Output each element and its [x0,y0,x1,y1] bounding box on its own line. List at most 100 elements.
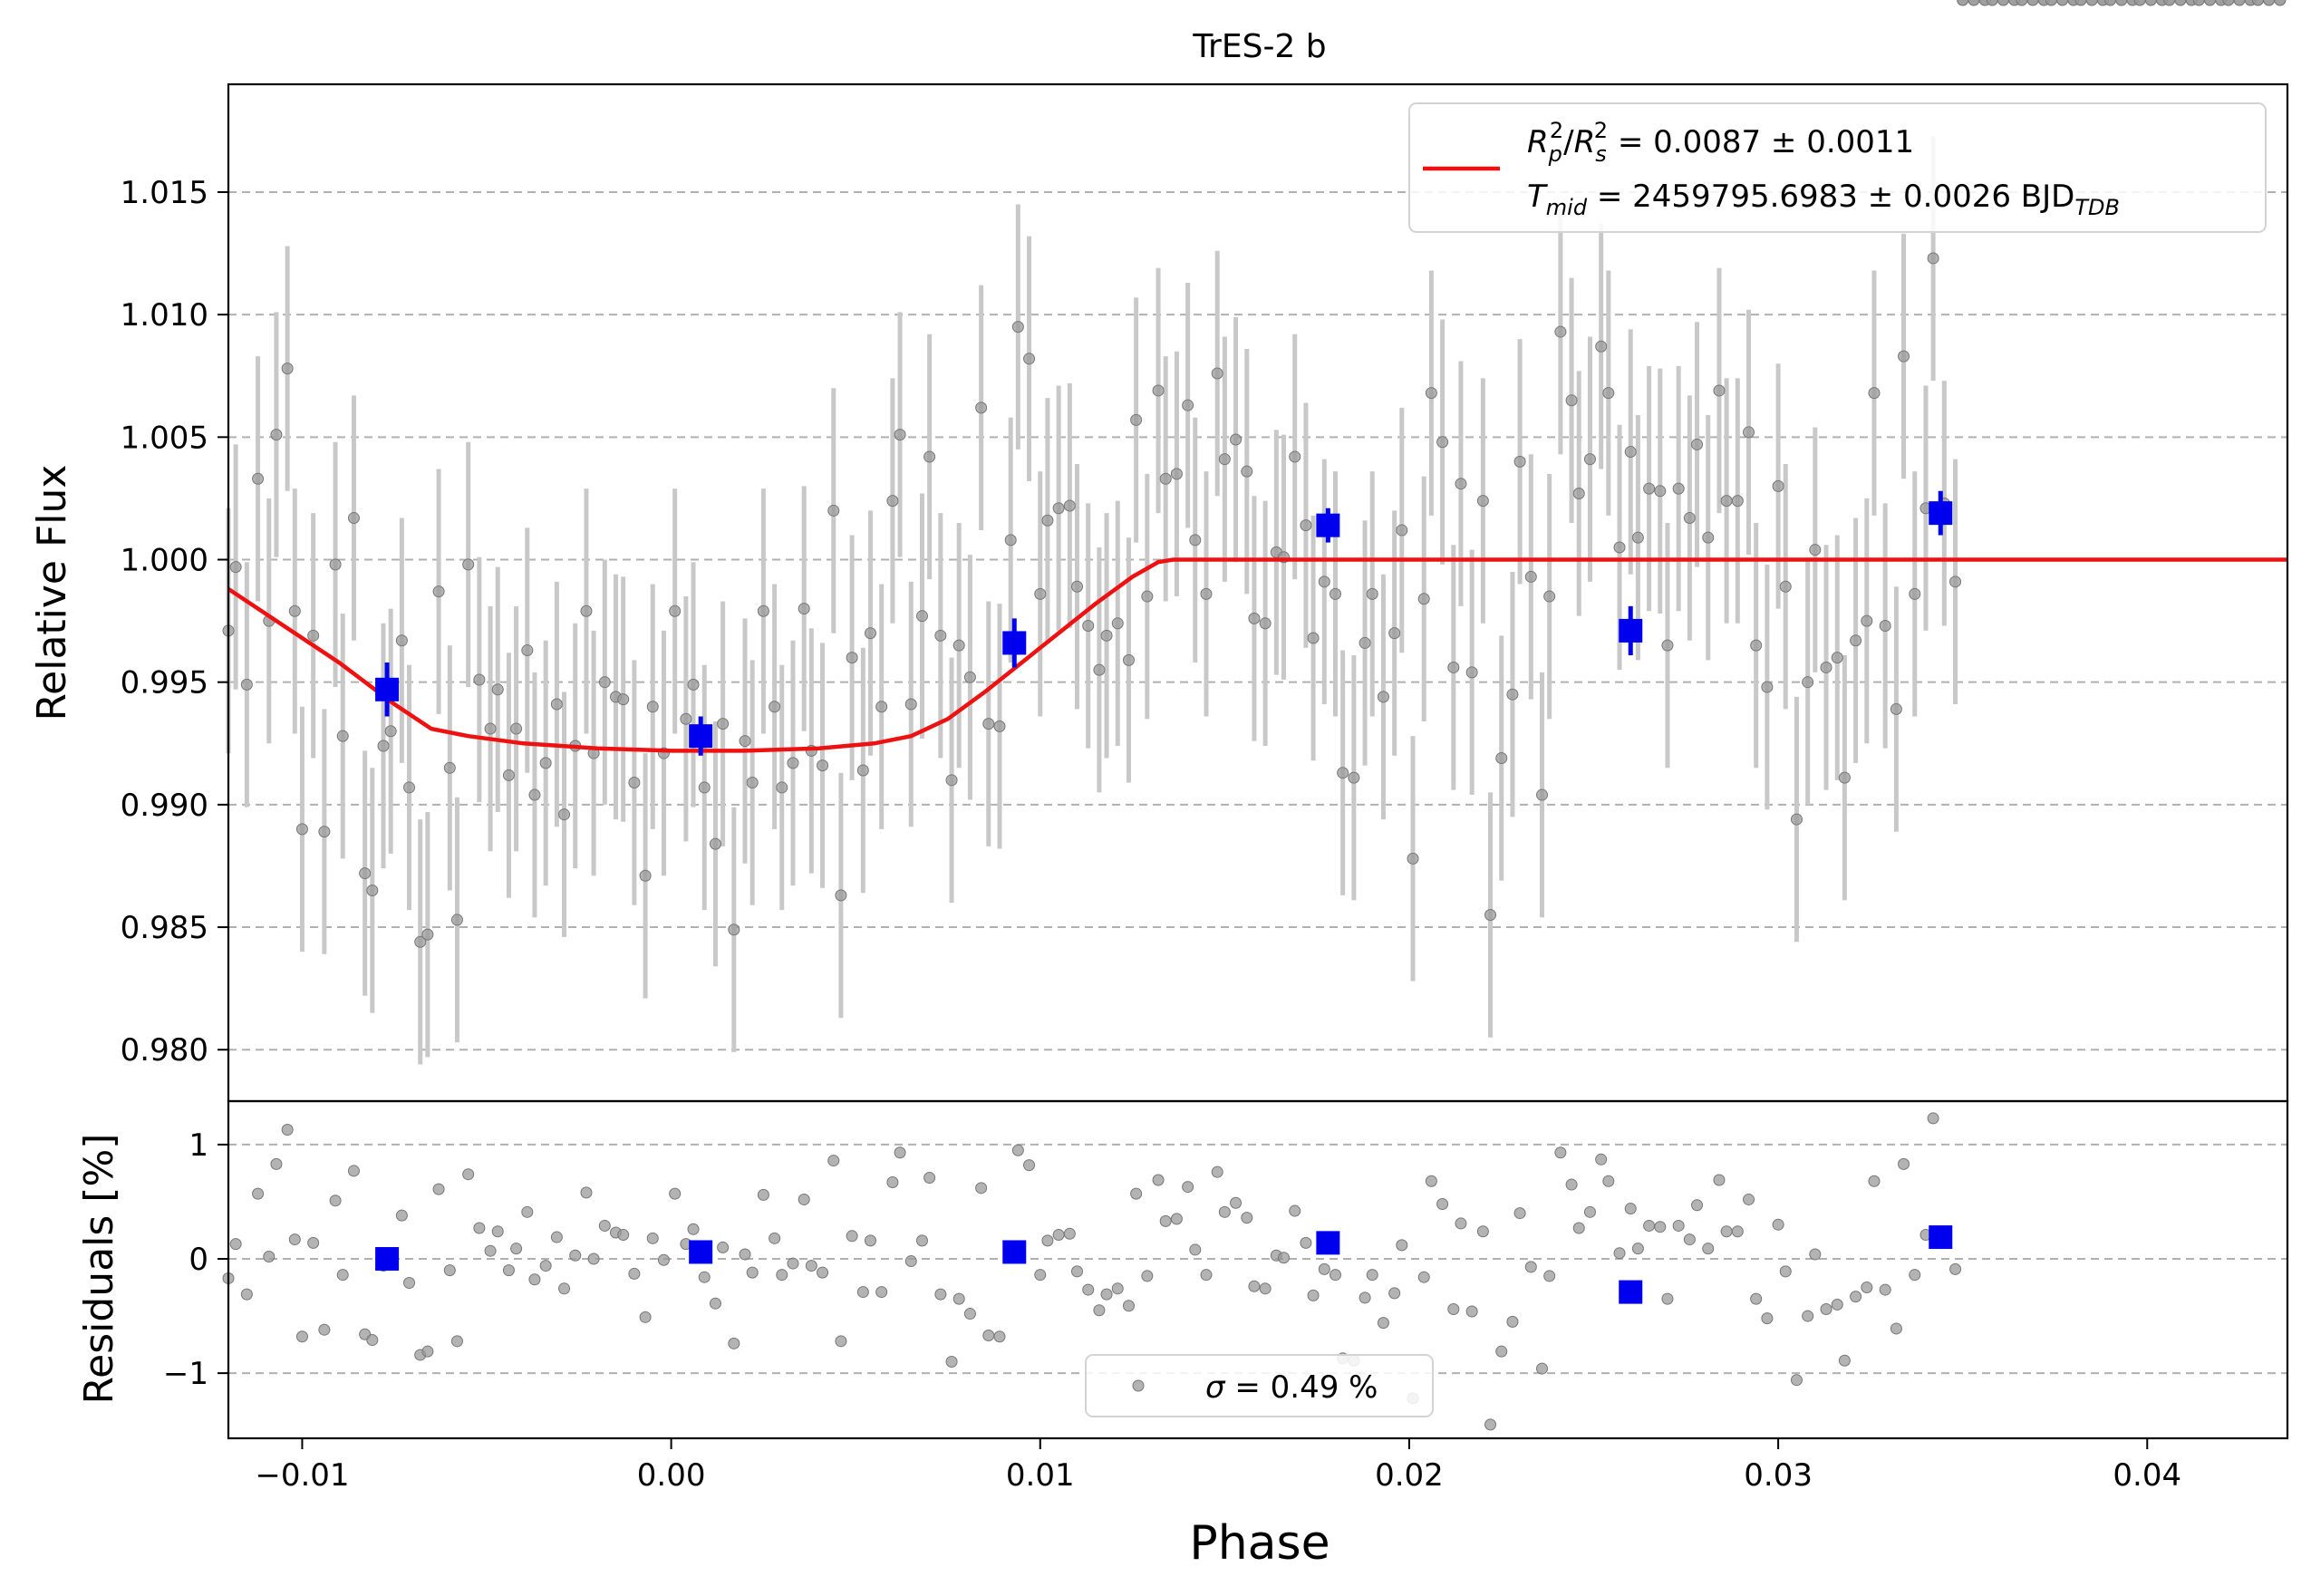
raw-point [1702,531,1715,544]
raw-point [1093,663,1106,676]
residual-point [923,1171,936,1184]
residual-point [1986,0,1998,6]
residual-point [1388,1287,1401,1300]
raw-point [798,603,810,615]
raw-point [739,735,751,748]
residual-point [776,1269,788,1282]
main-raw-points [222,0,2287,948]
residual-point [657,1253,670,1266]
raw-point [1417,593,1430,605]
residual-point [229,1238,242,1251]
residual-point [2174,0,2187,6]
raw-point [1713,384,1726,397]
residual-point [993,1330,1006,1343]
raw-point [1565,394,1578,407]
raw-point [1654,485,1667,498]
main-y-tick-label: 0.995 [121,665,208,701]
residual-point [1241,1212,1253,1224]
residual-point [1318,1262,1330,1275]
residual-point [1643,1219,1656,1232]
residual-point [1565,1178,1578,1191]
raw-point [1241,465,1253,478]
residual-point [1968,0,1980,6]
raw-point [1307,632,1320,644]
residual-point [462,1168,475,1181]
raw-point [1248,612,1261,624]
residual-point [1720,1225,1733,1238]
residual-y-tick-label: 0 [189,1242,208,1278]
residual-point [521,1205,534,1218]
raw-point [1159,472,1172,485]
raw-point [281,363,294,375]
residual-point [1396,1239,1408,1252]
raw-point [1211,367,1223,380]
residual-point [1554,1146,1567,1159]
residual-point [2222,0,2235,6]
raw-point [1850,634,1862,647]
residual-point [1300,1236,1312,1249]
raw-point [432,585,445,598]
residual-point [1850,1291,1862,1303]
residual-point [1200,1269,1213,1282]
raw-point [1572,488,1585,500]
raw-point [1909,587,1921,600]
residual-point [982,1330,995,1342]
raw-point [1613,541,1626,554]
raw-point [598,676,611,689]
residual-point [281,1124,294,1137]
raw-point [1484,909,1497,922]
residual-point [1831,1298,1843,1311]
raw-point [856,764,869,777]
raw-point [414,935,427,948]
residual-point [1211,1166,1223,1178]
raw-point [270,429,283,441]
raw-point [288,605,301,617]
raw-point [421,928,434,941]
residual-point [856,1286,869,1299]
raw-point [1554,325,1567,338]
residual-point [805,1260,817,1272]
raw-point [757,605,769,617]
residual-point [558,1282,571,1295]
raw-point [934,629,947,642]
raw-point [1348,771,1360,784]
residual-point [827,1155,840,1167]
x-tick-label: 0.02 [1375,1457,1444,1494]
residual-point [2016,0,2028,6]
residual-point [2274,0,2287,6]
raw-point [1063,499,1076,512]
residual-point [1631,1243,1644,1255]
raw-point [617,693,630,706]
residual-point [1141,1270,1154,1282]
residual-point [2192,0,2205,6]
residual-point [1536,1362,1549,1375]
residual-point [2026,0,2039,6]
raw-point [252,472,265,485]
raw-point [1624,446,1637,459]
residual-point [2056,0,2069,6]
residual-point [263,1250,276,1262]
residual-point [329,1195,342,1207]
raw-point [1359,636,1371,649]
binned-point [1316,513,1340,537]
residual-point [432,1183,445,1195]
residual-point [1761,1312,1774,1325]
residual-point [1070,1265,1083,1278]
raw-point [1230,433,1243,446]
x-tick-label: 0.03 [1744,1457,1813,1494]
residual-point [2203,0,2216,6]
raw-point [1683,512,1696,525]
residual-point [240,1288,253,1301]
residual-point [1447,1303,1460,1316]
main-legend: Rp2/Rs2 = 0.0087 ± 0.0011 Tmid = 2459795… [1408,102,2267,233]
raw-point [875,701,888,713]
raw-point [1631,531,1644,544]
residual-point [639,1311,652,1323]
residual-point [1122,1300,1135,1312]
residual-point [669,1187,682,1200]
legend-line-2: Tmid = 2459795.6983 ± 0.0026 BJDTDB [1527,179,2120,220]
raw-point [1130,413,1143,426]
residual-point [1425,1175,1437,1187]
residual-point [1082,1283,1095,1296]
residual-panel: −1 0 1 −0.01 0.00 0.01 0.02 0.03 0.04 Residuals… [76,0,2289,1571]
